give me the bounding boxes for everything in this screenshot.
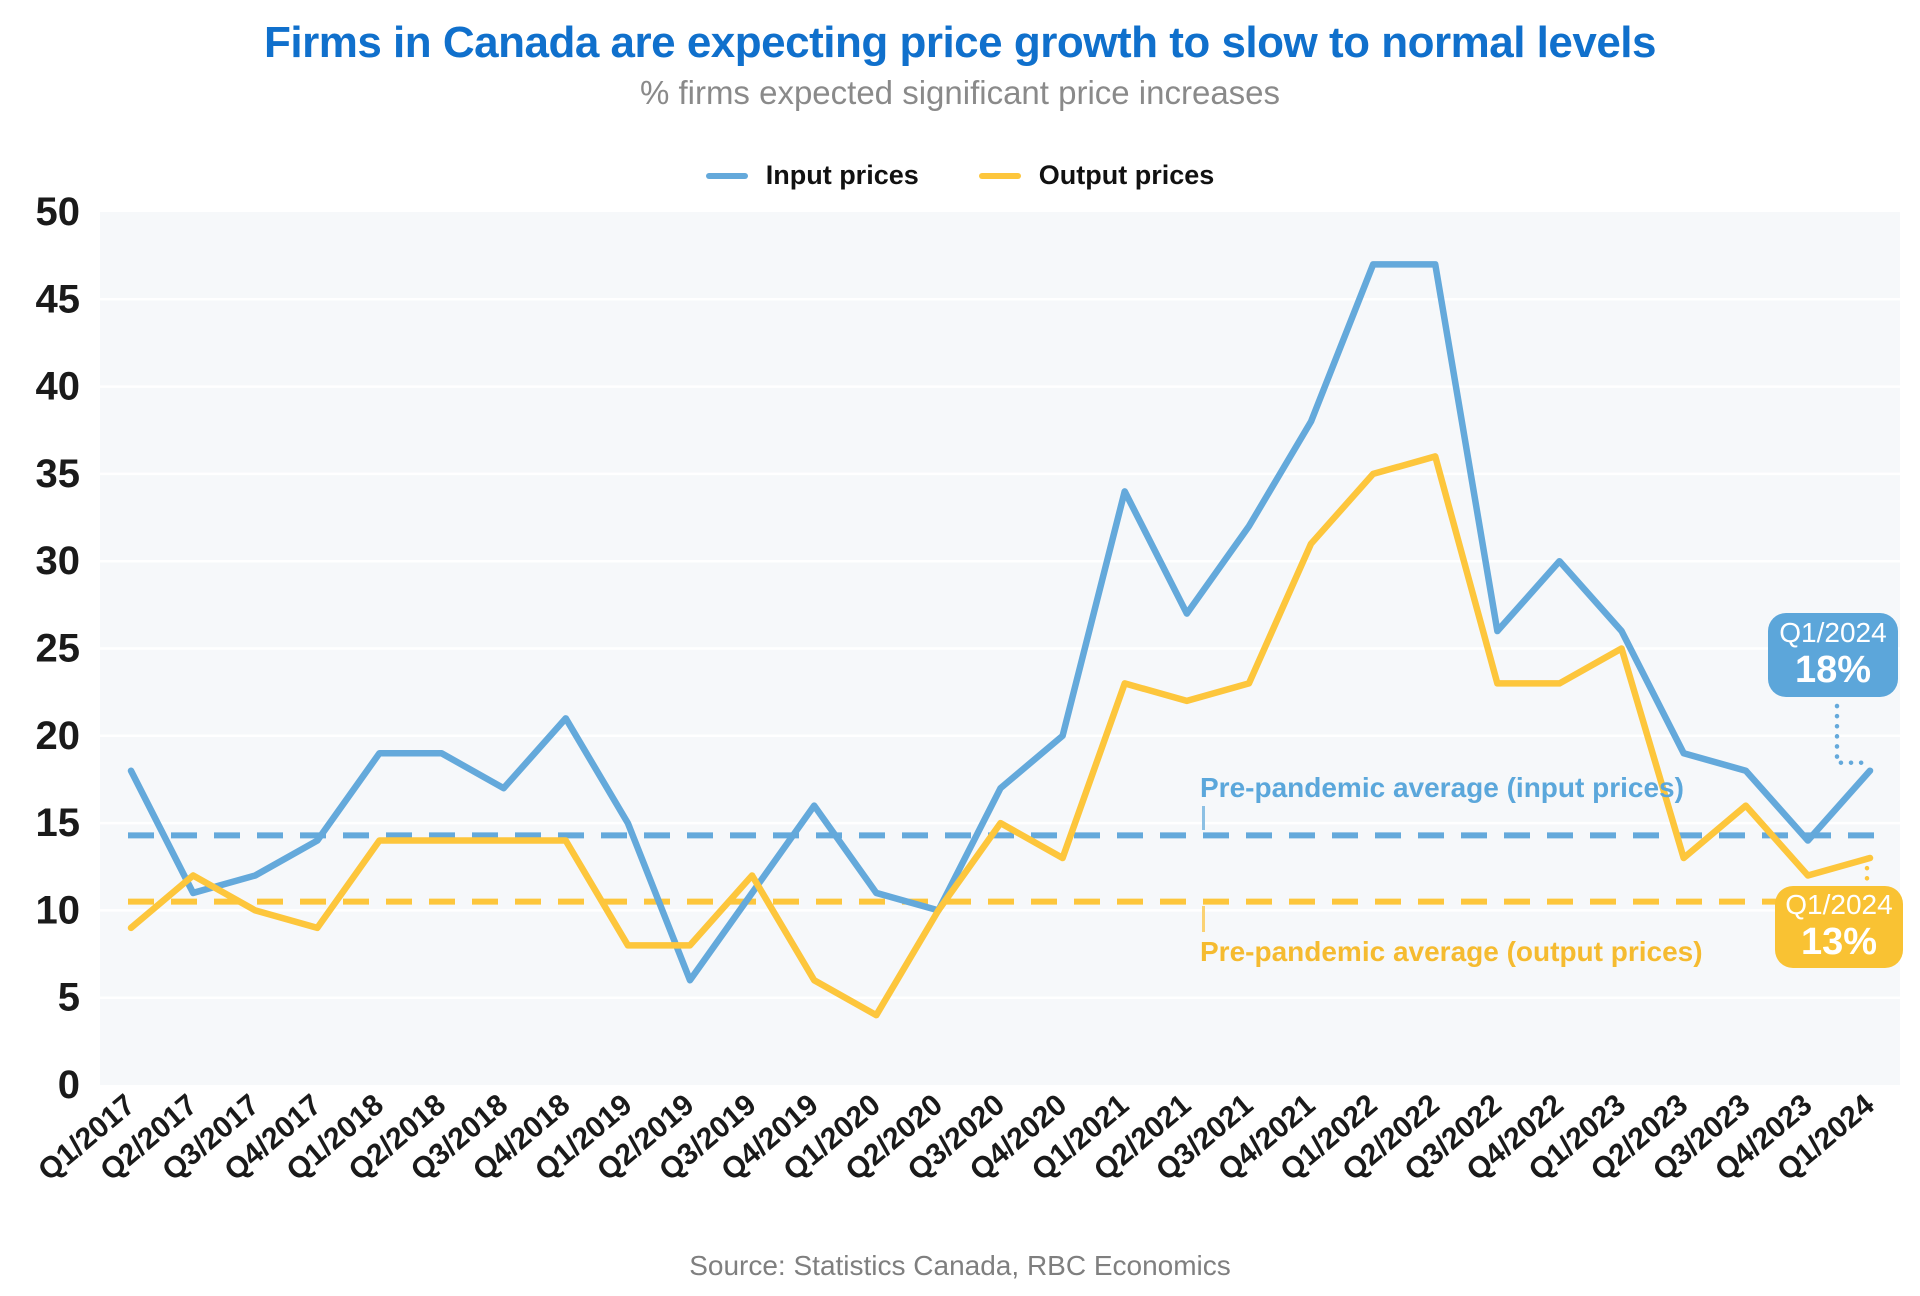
legend-label-input: Input prices bbox=[765, 160, 919, 190]
input-prices-line-icon bbox=[705, 172, 748, 179]
svg-text:35: 35 bbox=[36, 452, 81, 496]
svg-text:20: 20 bbox=[36, 714, 81, 758]
input-average-label: Pre-pandemic average (input prices) bbox=[1200, 772, 1684, 803]
svg-text:25: 25 bbox=[36, 627, 81, 671]
badge-period: Q1/2024 bbox=[1785, 889, 1893, 921]
legend-item-output-prices: Output prices bbox=[978, 160, 1215, 191]
svg-text:45: 45 bbox=[36, 277, 81, 321]
chart-legend: Input prices Output prices bbox=[0, 160, 1920, 191]
svg-text:30: 30 bbox=[36, 539, 81, 583]
svg-text:10: 10 bbox=[36, 888, 81, 932]
output-latest-value-badge: Q1/2024 13% bbox=[1775, 886, 1903, 968]
badge-period: Q1/2024 bbox=[1779, 617, 1887, 649]
svg-text:50: 50 bbox=[36, 190, 81, 234]
input-average-label-tick bbox=[1202, 806, 1205, 830]
svg-text:40: 40 bbox=[36, 365, 81, 409]
legend-item-input-prices: Input prices bbox=[705, 160, 919, 191]
page-subtitle: % firms expected significant price incre… bbox=[639, 74, 1281, 111]
page-title: Firms in Canada are expecting price grow… bbox=[264, 18, 1656, 67]
output-prices-line-icon bbox=[978, 172, 1021, 179]
output-average-label-tick bbox=[1202, 906, 1205, 932]
svg-text:15: 15 bbox=[36, 801, 81, 845]
badge-value: 18% bbox=[1794, 649, 1872, 692]
output-average-label: Pre-pandemic average (output prices) bbox=[1200, 936, 1703, 967]
badge-value: 13% bbox=[1800, 921, 1878, 964]
svg-text:0: 0 bbox=[58, 1063, 80, 1107]
source-note: Source: Statistics Canada, RBC Economics bbox=[689, 1250, 1231, 1281]
svg-text:5: 5 bbox=[58, 976, 80, 1020]
legend-label-output: Output prices bbox=[1038, 160, 1215, 190]
input-latest-value-badge: Q1/2024 18% bbox=[1768, 613, 1898, 697]
